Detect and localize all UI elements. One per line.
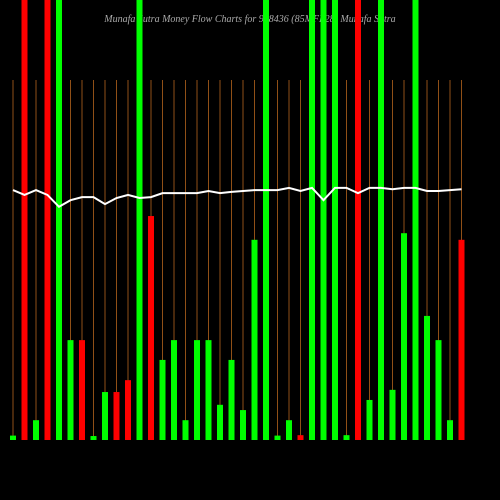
bar — [320, 0, 327, 440]
bar — [33, 420, 39, 440]
bar — [378, 0, 384, 440]
bar — [412, 0, 419, 440]
bar — [297, 435, 304, 440]
bar — [79, 340, 85, 440]
bar — [424, 315, 430, 440]
bar — [447, 420, 453, 440]
bar — [148, 216, 154, 440]
bar — [366, 399, 373, 440]
bar — [228, 359, 235, 440]
bar — [125, 380, 131, 440]
chart-title: Munafa Sutra Money Flow Charts for 93843… — [103, 14, 395, 25]
bar — [44, 0, 51, 440]
bar — [113, 392, 120, 440]
bar — [159, 359, 166, 440]
bar — [102, 392, 108, 440]
bar — [343, 435, 350, 440]
bar — [435, 340, 442, 440]
bar — [205, 340, 212, 440]
bar — [251, 239, 258, 440]
bar — [389, 389, 396, 440]
bar — [10, 435, 16, 440]
bar — [217, 404, 223, 440]
bar — [21, 0, 28, 440]
bar — [458, 239, 465, 440]
bar — [240, 410, 246, 440]
flow-line — [12, 186, 462, 209]
bar — [332, 0, 338, 440]
bar — [263, 0, 269, 440]
bar — [355, 0, 361, 440]
bar — [90, 436, 97, 440]
bar — [136, 0, 143, 440]
bar — [171, 340, 177, 440]
bar — [194, 340, 200, 440]
bar — [286, 420, 292, 440]
bar — [309, 0, 315, 440]
bar — [56, 0, 62, 440]
bar — [67, 340, 74, 440]
bar — [182, 420, 189, 440]
bar — [274, 435, 281, 440]
bar — [401, 233, 407, 440]
